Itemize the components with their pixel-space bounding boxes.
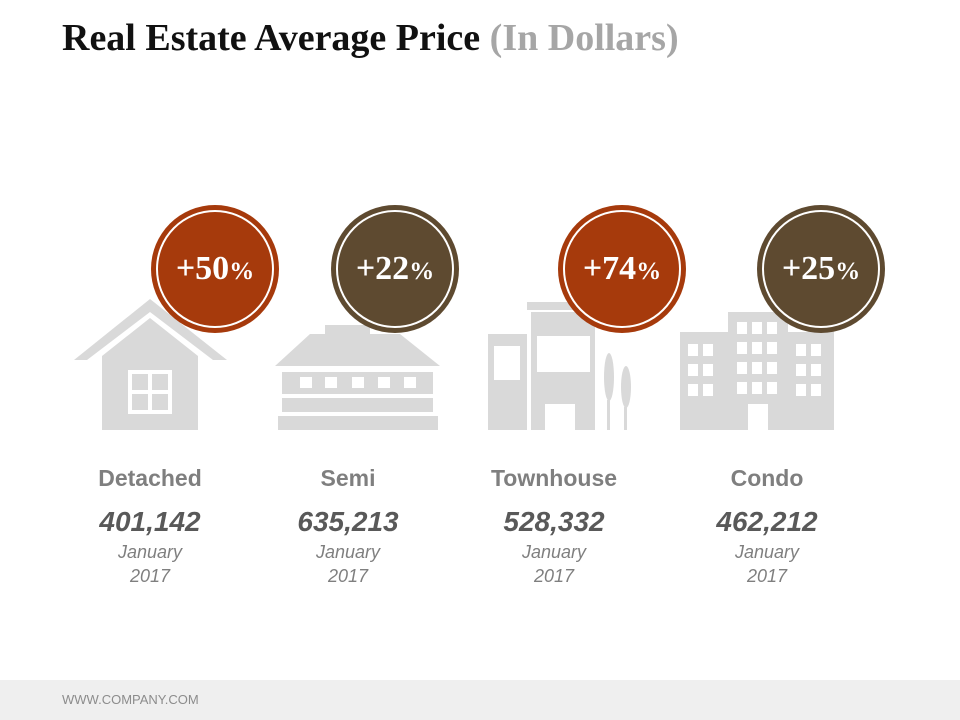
category-townhouse: Townhouse 528,332 January 2017 [454, 464, 654, 588]
category-month: January [117, 542, 183, 562]
change-value: +74 [582, 250, 637, 287]
title-main: Real Estate Average Price [62, 17, 481, 59]
category-price: 635,213 [297, 506, 399, 537]
change-value: +22 [355, 250, 410, 287]
townhouse-icon [488, 302, 631, 430]
category-label: Condo [730, 465, 804, 491]
category-label: Townhouse [490, 465, 618, 491]
semi-house-icon [275, 325, 440, 430]
property-icons [74, 299, 834, 430]
change-value: +25 [781, 250, 836, 287]
category-condo: Condo 462,212 January 2017 [667, 464, 867, 588]
category-year: 2017 [746, 566, 788, 586]
percent-sign: % [835, 258, 861, 285]
percent-sign: % [409, 258, 435, 285]
page-title: Real Estate Average Price (In Dollars) [62, 16, 679, 60]
percent-sign: % [229, 258, 255, 285]
category-price: 401,142 [99, 506, 201, 537]
category-label: Detached [98, 465, 202, 491]
category-month: January [734, 542, 800, 562]
footer-bar: WWW.COMPANY.COM [0, 680, 960, 720]
badge-circle [331, 205, 459, 333]
percent-sign: % [636, 258, 662, 285]
change-badge-detached: +50% [150, 204, 280, 334]
badge-circle [558, 205, 686, 333]
badge-circle [151, 205, 279, 333]
category-year: 2017 [533, 566, 575, 586]
category-semi: Semi 635,213 January 2017 [248, 464, 448, 588]
condo-icon [680, 312, 834, 430]
change-badge-townhouse: +74% [557, 204, 687, 334]
category-month: January [315, 542, 381, 562]
category-detached: Detached 401,142 January 2017 [50, 464, 250, 588]
category-year: 2017 [129, 566, 171, 586]
change-badge-semi: +22% [330, 204, 460, 334]
change-badge-condo: +25% [756, 204, 886, 334]
category-price: 462,212 [716, 506, 818, 537]
house-icon [74, 299, 227, 430]
title-subtitle: (In Dollars) [489, 17, 679, 59]
category-label: Semi [320, 465, 376, 491]
badge-circle [757, 205, 885, 333]
category-month: January [521, 542, 587, 562]
category-price: 528,332 [503, 506, 605, 537]
change-value: +50 [175, 250, 230, 287]
category-year: 2017 [327, 566, 369, 586]
footer-website: WWW.COMPANY.COM [62, 692, 199, 707]
